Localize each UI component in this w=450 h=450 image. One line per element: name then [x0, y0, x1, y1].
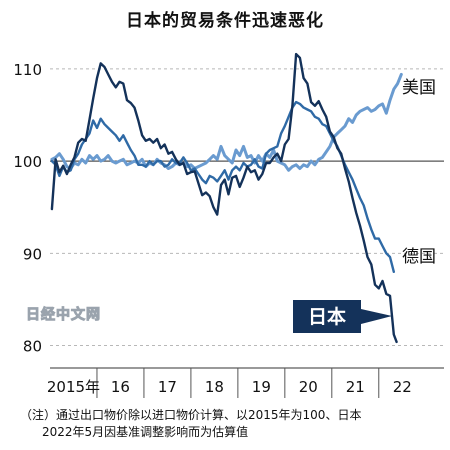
watermark-text: 日经中文网	[26, 306, 101, 323]
x-tick-label: 2015年	[47, 378, 100, 396]
label-germany: 德国	[402, 247, 436, 267]
japan-label-pointer	[361, 309, 392, 324]
y-tick-label: 100	[13, 153, 42, 171]
x-tick-label: 21	[346, 378, 365, 396]
chart-title: 日本的贸易条件迅速恶化	[126, 11, 324, 31]
footnote-line-2: 2022年5月因基准调整影响而为估算值	[42, 425, 249, 439]
y-tick-label: 110	[13, 61, 42, 79]
x-tick-label: 17	[158, 378, 177, 396]
grid	[50, 68, 444, 398]
series-line-japan	[50, 52, 398, 344]
x-tick-label: 22	[393, 378, 412, 396]
x-tick-label: 19	[252, 378, 271, 396]
x-tick-label: 16	[111, 378, 130, 396]
label-japan: 日本	[308, 305, 346, 328]
footnote-line-1: （注）通过出口物价除以进口物价计算、以2015年为100、日本	[20, 408, 362, 422]
footnote: （注）通过出口物价除以进口物价计算、以2015年为100、日本 2022年5月因…	[20, 407, 440, 441]
x-tick-label: 20	[299, 378, 318, 396]
y-tick-label: 80	[23, 338, 42, 356]
y-tick-labels: 80 90 100 110	[13, 61, 42, 356]
label-usa: 美国	[402, 78, 436, 98]
series-lines	[50, 52, 403, 344]
y-tick-label: 90	[23, 245, 42, 263]
japan-label-box: 日本	[293, 300, 392, 333]
series-line-usa	[50, 72, 403, 172]
japan-label-box-bg	[293, 300, 361, 333]
x-tick-label: 18	[205, 378, 224, 396]
x-tick-labels: 2015年 16 17 18 19 20 21 22	[47, 378, 412, 396]
